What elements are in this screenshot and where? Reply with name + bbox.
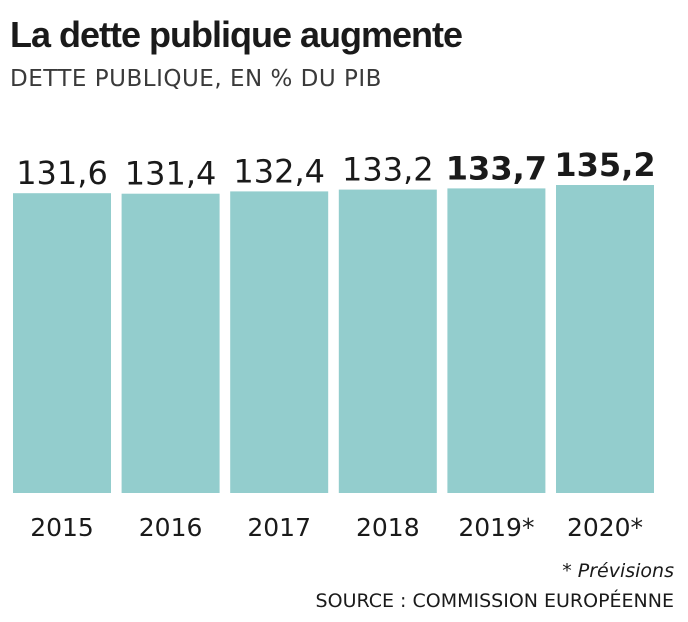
- chart-subtitle: DETTE PUBLIQUE, EN % DU PIB: [10, 66, 382, 92]
- source-credit: SOURCE : COMMISSION EUROPÉENNE: [315, 590, 674, 612]
- value-label-2018: 133,2: [342, 151, 434, 189]
- bar-2018: [338, 189, 437, 493]
- bar-2017: [230, 191, 329, 493]
- bar-2015: [13, 193, 111, 493]
- chart-title: La dette publique augmente: [10, 14, 463, 55]
- bar-2019*: [447, 188, 546, 493]
- value-label-2020*: 135,2: [554, 146, 655, 184]
- x-tick-label-2019*: 2019*: [458, 513, 534, 542]
- value-label-2017: 132,4: [233, 152, 325, 190]
- value-label-2015: 131,6: [16, 154, 108, 192]
- value-label-2016: 131,4: [125, 155, 217, 193]
- x-tick-label-2017: 2017: [247, 513, 311, 542]
- x-tick-label-2016: 2016: [139, 513, 203, 542]
- forecast-note: * Prévisions: [562, 560, 674, 582]
- bar-2020*: [556, 185, 654, 493]
- x-tick-label-2018: 2018: [356, 513, 420, 542]
- x-tick-label-2015: 2015: [30, 513, 94, 542]
- value-label-2019*: 133,7: [446, 149, 547, 187]
- x-tick-label-2020*: 2020*: [567, 513, 643, 542]
- bar-2016: [121, 193, 220, 493]
